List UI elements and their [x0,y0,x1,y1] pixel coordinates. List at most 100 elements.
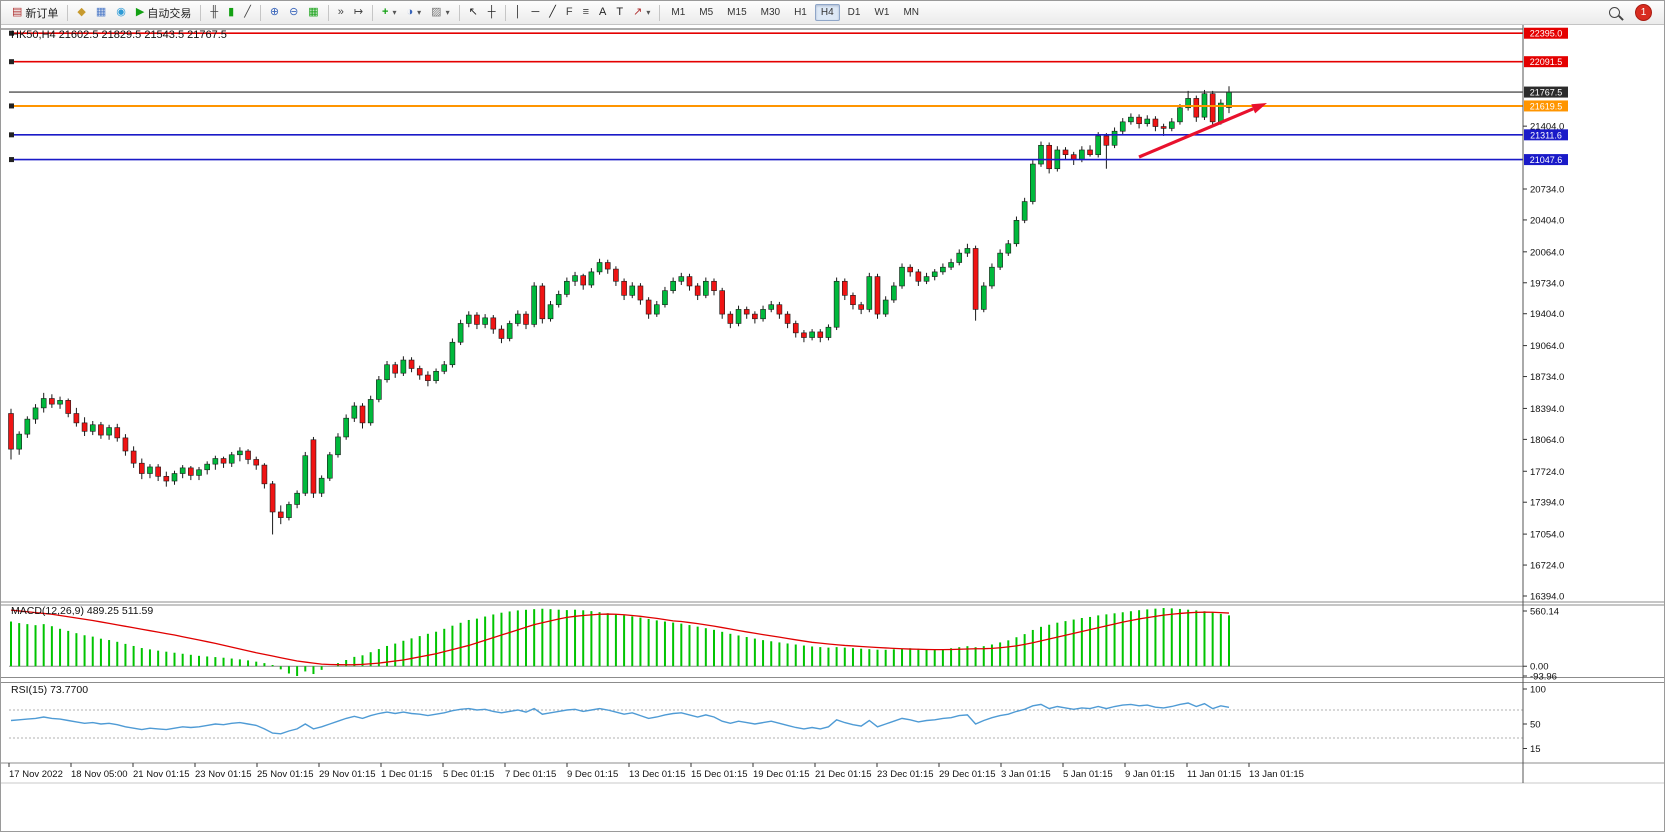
candle-up [294,492,300,505]
auto-scroll-button[interactable]: » [333,2,349,24]
search-button[interactable] [1604,2,1625,24]
price-axis-label: 19734.0 [1530,278,1564,289]
timeframe-h4-button[interactable]: H4 [814,4,840,21]
arrow-head [1251,103,1267,114]
time-axis-label: 23 Nov 01:15 [195,769,252,780]
timeframe-m1-button[interactable]: M1 [671,7,686,18]
notification-badge[interactable]: 1 [1635,4,1652,21]
line-handle[interactable] [9,30,14,36]
new-order-button[interactable]: ▤ 新订单 [7,2,63,24]
candle-down [1136,116,1142,125]
templates-button[interactable]: ▨ ▾ [426,2,454,24]
price-axis-label: 18394.0 [1530,404,1564,415]
candle-up [457,323,464,343]
new-order-button-label: 新订单 [25,7,59,20]
candle-up [531,285,537,325]
timeframe-h1-button[interactable]: H1 [794,7,807,18]
candle-up [204,463,210,471]
rsi-panel [9,702,1523,739]
grid-lines-button[interactable]: ≡ [578,2,594,24]
tile-windows-button[interactable]: ▦ [303,2,323,24]
price-axis-label: 17394.0 [1530,498,1564,509]
candle-up [629,285,636,296]
candle-down [743,309,750,315]
cursor-button[interactable]: ↖ [464,2,483,24]
vertical-line-button[interactable]: │ [510,2,527,24]
fibonacci-button[interactable]: F [561,2,578,24]
candle-up [400,359,407,374]
crosshair-button[interactable]: ┼ [483,2,501,24]
candle-down [220,458,227,464]
candle-down [122,437,129,452]
bar-chart-type-button[interactable]: ╫ [205,2,223,24]
arrow-tool-icon: ↗ [633,6,643,18]
label-tool-button[interactable]: T [611,2,628,24]
time-axis[interactable]: 17 Nov 2022 18 Nov 05:00 21 Nov 01:15 23 No… [8,763,1304,780]
line-chart-type-button[interactable]: ╱ [239,2,256,24]
line-handle[interactable] [9,103,14,109]
candle-down [1103,135,1110,146]
timeframe-m30-button[interactable]: M30 [760,7,781,18]
search-icon [1609,7,1620,18]
arrows-tool-button[interactable]: ↗ ▾ [628,2,655,24]
trend-arrow-annotation[interactable] [1138,103,1267,159]
indicators-button[interactable]: + ▾ [377,2,401,24]
candle-down [1070,154,1077,160]
profiles-button[interactable]: ▦ [91,2,111,24]
chart-shift-button[interactable]: ↦ [349,2,368,24]
timeframe-mn-button[interactable]: MN [903,7,920,18]
time-axis-label: 5 Dec 01:15 [443,769,494,780]
time-axis-label: 15 Dec 01:15 [691,769,748,780]
candle-down [498,328,505,339]
time-axis-label: 3 Jan 01:15 [1001,769,1051,780]
candle-up [1144,118,1151,125]
candle-up [351,405,358,419]
auto-trading-button[interactable]: ▶ 自动交易 [131,2,196,24]
candle-down [1193,98,1200,118]
line-handle[interactable] [9,157,14,163]
timeframe-d1-button[interactable]: D1 [847,7,861,18]
candlestick-type-button[interactable]: ▮ [223,2,239,24]
text-icon: A [599,6,607,18]
time-axis-label: 18 Nov 05:00 [71,769,128,780]
price-axis[interactable]: 21404.0 20734.0 20404.0 20064.0 19734.0 19404… [1523,27,1568,755]
timeframe-m5-button[interactable]: M5 [699,7,714,18]
candle-down [694,285,701,296]
horizontal-line-button[interactable]: ─ [526,2,544,24]
candle-down [907,266,913,273]
charts-button[interactable]: ◆ [72,2,90,24]
candle-down [49,398,55,405]
line-handle[interactable] [9,132,14,138]
candle-down [245,450,251,460]
zoom-in-button[interactable]: ⊕ [265,2,284,24]
candle-down [81,422,88,432]
chart-shift-icon: ↦ [353,6,364,18]
candle-up [449,341,456,366]
time-axis-label: 7 Dec 01:15 [505,769,556,780]
candle-up [653,304,660,315]
text-tool-button[interactable]: A [594,2,611,24]
rsi-axis-label: 15 [1530,744,1541,755]
dropdown-caret-icon: ▾ [646,8,651,17]
candle-up [286,504,292,518]
candle-down [604,262,611,270]
candle-up [956,252,963,263]
line-handle[interactable] [9,59,14,65]
candle-up [866,276,873,310]
trendline-button[interactable]: ╱ [544,2,561,24]
timeframe-w1-button[interactable]: W1 [874,7,890,18]
candle-down [261,464,268,485]
rsi-label: RSI(15) 73.7700 [11,684,89,696]
price-badge-text: 21047.6 [1530,155,1563,165]
candlestick-icon: ▮ [228,6,235,18]
candle-up [931,271,938,277]
periods-button[interactable]: ◑ ▾ [401,2,426,24]
price-badge-21767.5 [1524,86,1568,98]
zoom-out-button[interactable]: ⊖ [284,2,303,24]
timeframe-m15-button[interactable]: M15 [727,7,747,18]
community-button[interactable]: ◉ [111,2,131,24]
candle-up [196,469,202,476]
candle-down [188,467,194,476]
profiles-icon: ▦ [95,6,107,18]
